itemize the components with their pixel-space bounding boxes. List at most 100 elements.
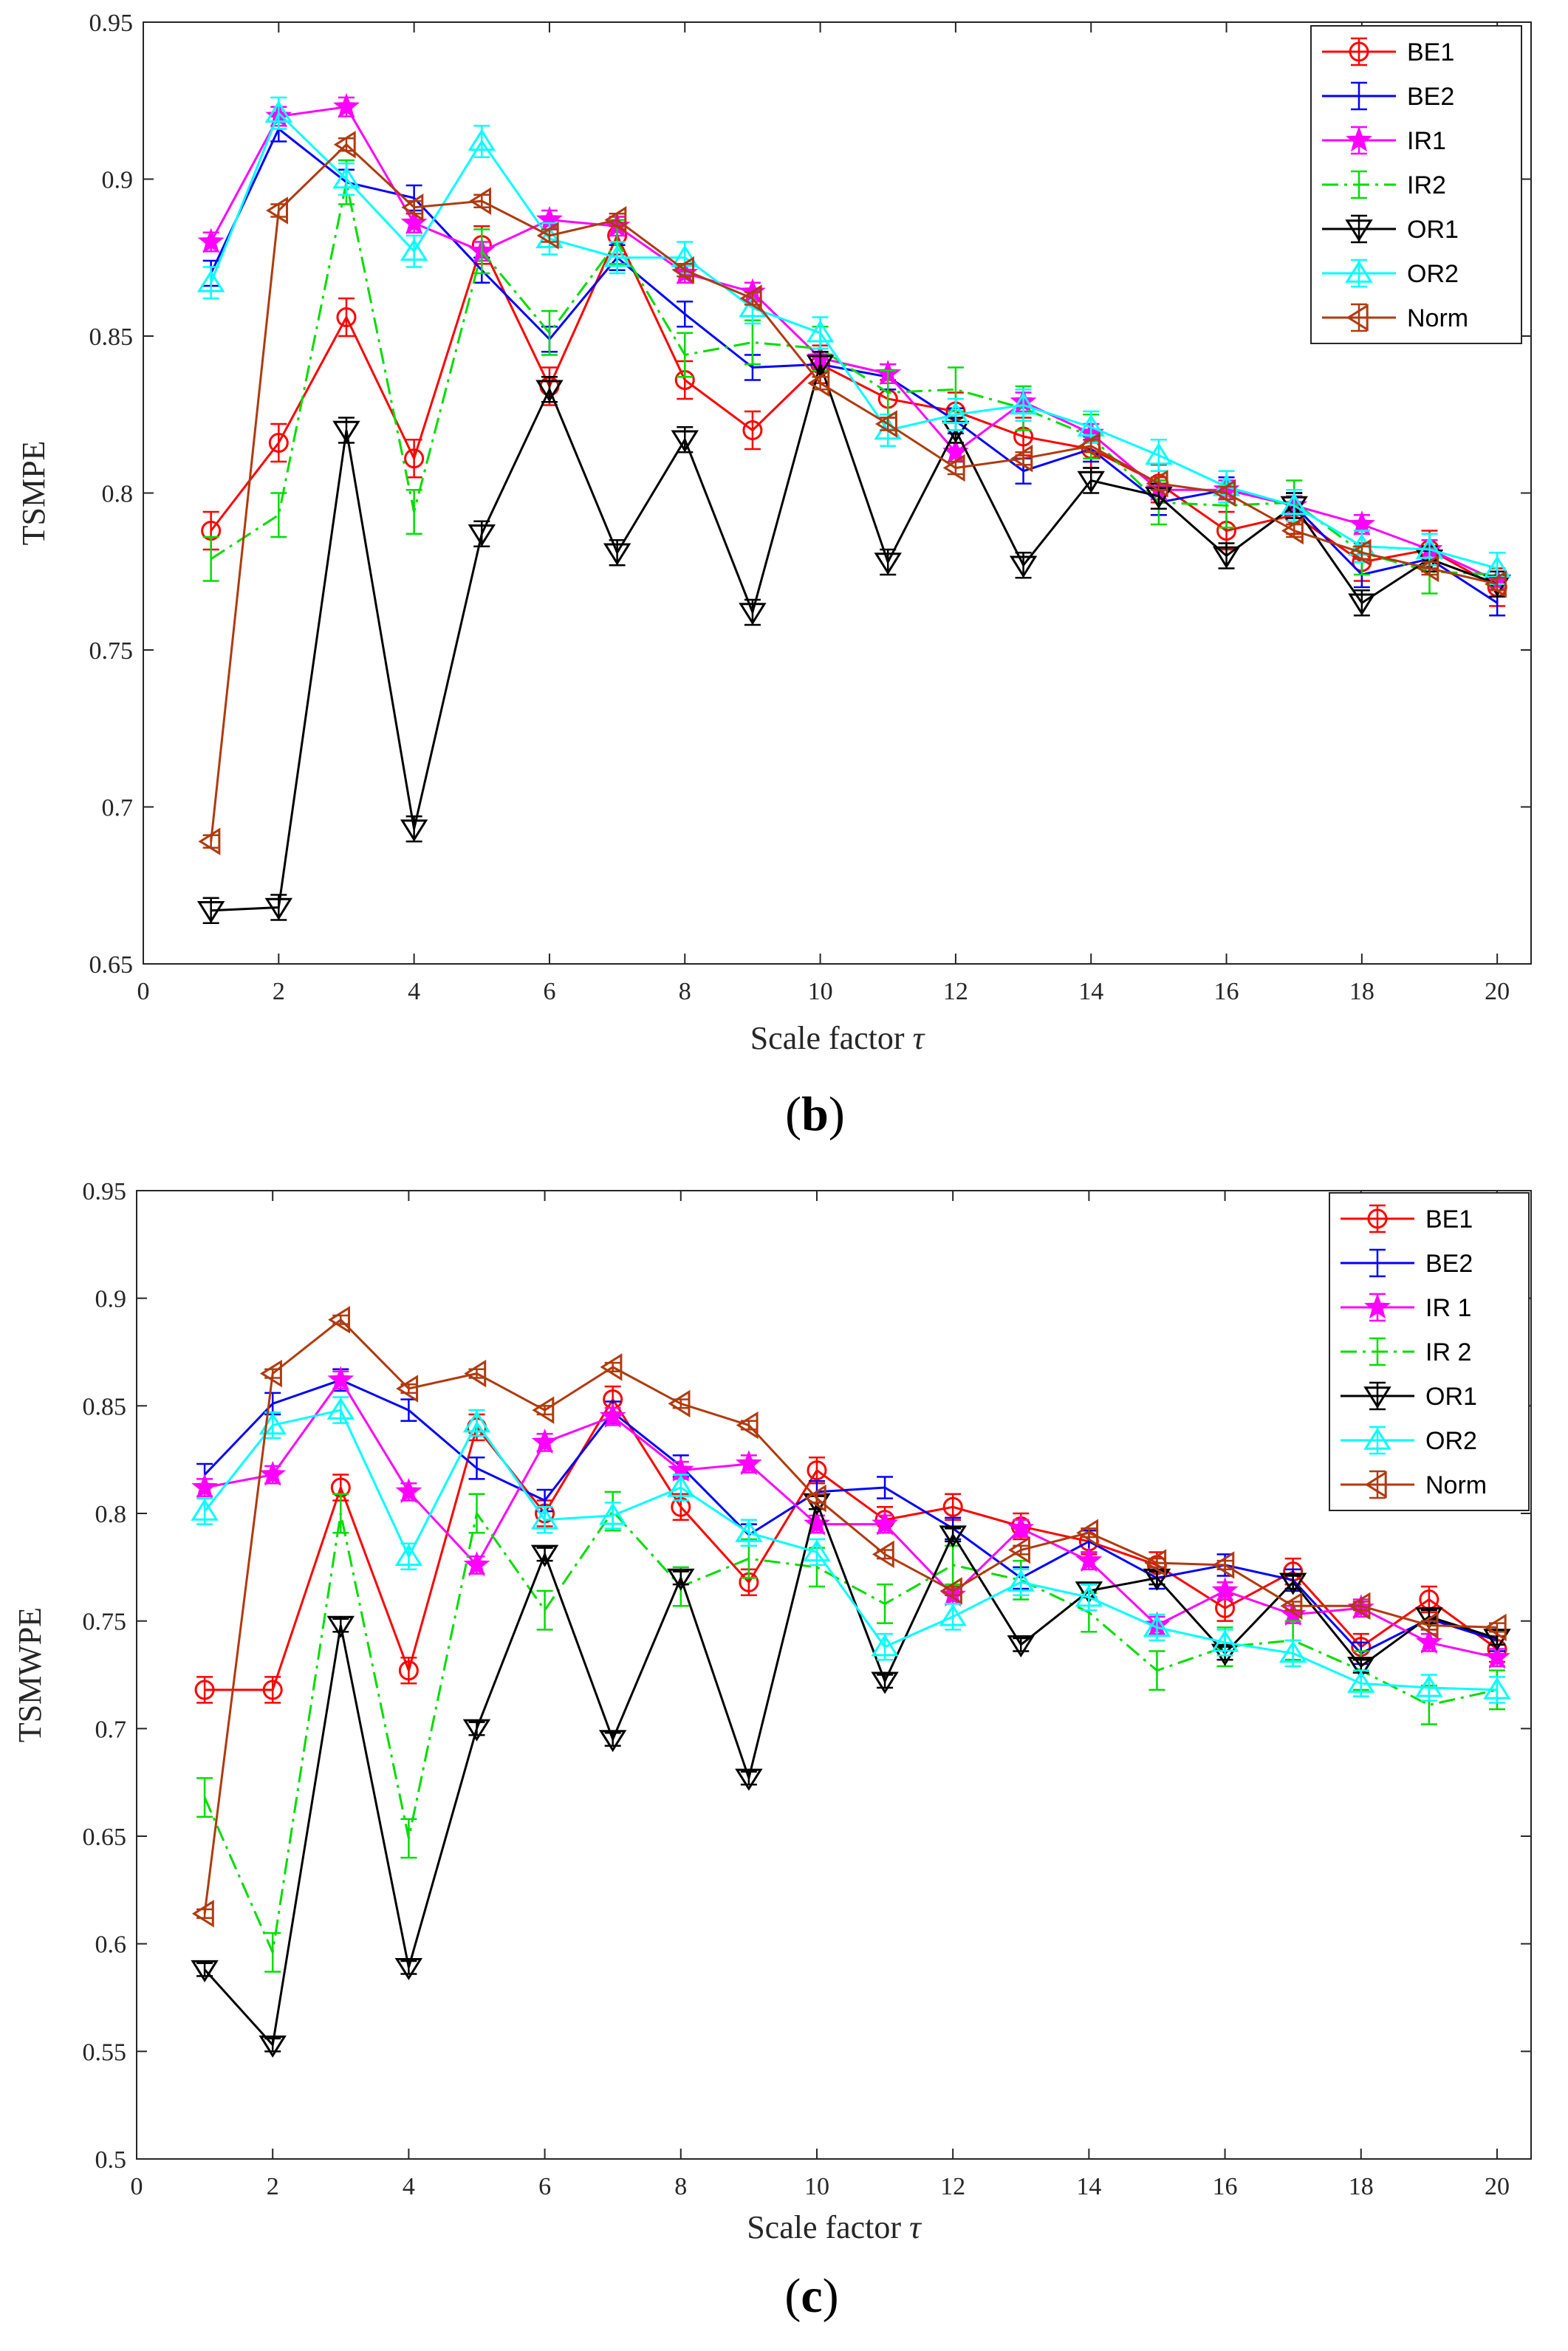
series-line [210, 111, 1498, 569]
data-point [264, 100, 293, 123]
data-point [1415, 1674, 1443, 1697]
data-point [531, 1428, 558, 1454]
data-point [1483, 1643, 1510, 1669]
plot-area [136, 1190, 1532, 2160]
data-point [468, 129, 496, 151]
data-point [462, 1719, 491, 1742]
data-point [464, 1359, 487, 1388]
legend-entry: IR1 [1407, 127, 1446, 155]
data-point [604, 206, 627, 234]
data-point [807, 369, 830, 397]
y-tick-label: 0.85 [83, 1393, 127, 1420]
data-point [667, 1474, 695, 1497]
data-point [1077, 414, 1105, 437]
data-point [598, 1502, 627, 1525]
legend-entry: IR 2 [1425, 1338, 1471, 1366]
legend-entry: BE1 [1425, 1205, 1473, 1233]
data-point [469, 187, 491, 215]
data-point [739, 284, 762, 312]
data-point [1348, 593, 1376, 616]
data-point [939, 1577, 962, 1605]
data-point [803, 1539, 831, 1562]
data-point [1349, 538, 1372, 567]
data-point [1415, 1607, 1443, 1630]
data-point [326, 1615, 355, 1638]
data-point [1213, 479, 1236, 507]
x-tick-label: 0 [137, 978, 150, 1005]
data-point [259, 1359, 282, 1388]
data-point [942, 454, 965, 482]
data-point [264, 897, 293, 920]
legend-entry: OR1 [1425, 1383, 1477, 1411]
y-tick-label: 0.9 [102, 167, 134, 194]
data-point [398, 1660, 419, 1681]
series-or2 [191, 1396, 1511, 1704]
data-point [1078, 432, 1100, 460]
data-point [1007, 1569, 1035, 1592]
data-point [333, 131, 356, 159]
y-tick-label: 0.8 [102, 481, 134, 508]
data-point [1348, 1592, 1371, 1620]
data-point [1009, 392, 1038, 415]
x-tick-label: 4 [403, 2173, 415, 2200]
data-point [1075, 1581, 1103, 1604]
data-point [1484, 1613, 1507, 1642]
data-point [394, 1958, 423, 1980]
x-axis-label: Scale factor τ [747, 2209, 922, 2245]
data-point [871, 1634, 899, 1657]
data-point [191, 1960, 219, 1982]
data-point [600, 1353, 623, 1381]
data-point [1484, 570, 1507, 598]
y-tick-label: 0.7 [102, 795, 134, 822]
data-point [939, 1525, 967, 1548]
y-axis-label: TSMWPE [12, 1607, 48, 1742]
data-point [328, 1306, 350, 1334]
panel-caption: (b) [785, 1087, 845, 1141]
data-point [196, 901, 225, 923]
x-tick-label: 18 [1349, 978, 1374, 1005]
data-point [1007, 1635, 1035, 1657]
series-norm [198, 131, 1507, 855]
y-tick-label: 0.95 [83, 1178, 127, 1205]
data-point [603, 543, 631, 566]
data-point [1278, 1640, 1307, 1663]
legend-entry: OR2 [1407, 260, 1459, 288]
data-point [804, 1510, 830, 1536]
data-point [1211, 1629, 1239, 1652]
data-point [268, 433, 289, 453]
data-point [401, 194, 424, 222]
data-point [1347, 1670, 1375, 1693]
chart-panel-c: 0 2 4 6 8 10 12 14 16 18 20 0.5 0.55 0.6 0.65 0.7 0.75 0.… [12, 1178, 1532, 2323]
y-tick-label: 0.75 [83, 1609, 127, 1636]
data-point [1009, 555, 1038, 578]
series-line [204, 1378, 1498, 1655]
legend-marker [1349, 41, 1369, 62]
data-point [598, 1730, 627, 1753]
y-tick-label: 0.5 [95, 2146, 127, 2174]
data-point [742, 420, 763, 440]
x-tick-label: 6 [538, 2173, 551, 2200]
x-tick-label: 10 [808, 978, 833, 1005]
y-tick-label: 0.55 [83, 2039, 127, 2066]
legend: BE1 BE2 IR1 IR2 OR1 OR2 Norm [1310, 25, 1522, 344]
data-point [1076, 1519, 1099, 1547]
data-point [530, 1507, 559, 1530]
legend-marker [1345, 219, 1373, 242]
data-point [875, 410, 897, 438]
data-point [1075, 1547, 1103, 1573]
series-norm [191, 1306, 1507, 1928]
data-point [1075, 1584, 1103, 1607]
legend-marker [1364, 1471, 1387, 1499]
data-point [735, 1450, 762, 1476]
legend-entry: BE2 [1425, 1250, 1473, 1278]
legend-marker [1363, 1386, 1391, 1409]
data-point [1212, 1551, 1235, 1579]
data-point [396, 1375, 419, 1403]
data-point [1007, 1514, 1035, 1540]
data-point [1415, 536, 1444, 559]
series-line [203, 1409, 1498, 1691]
data-point [327, 1366, 355, 1392]
data-point [400, 239, 428, 261]
legend-entry: OR2 [1425, 1427, 1477, 1455]
